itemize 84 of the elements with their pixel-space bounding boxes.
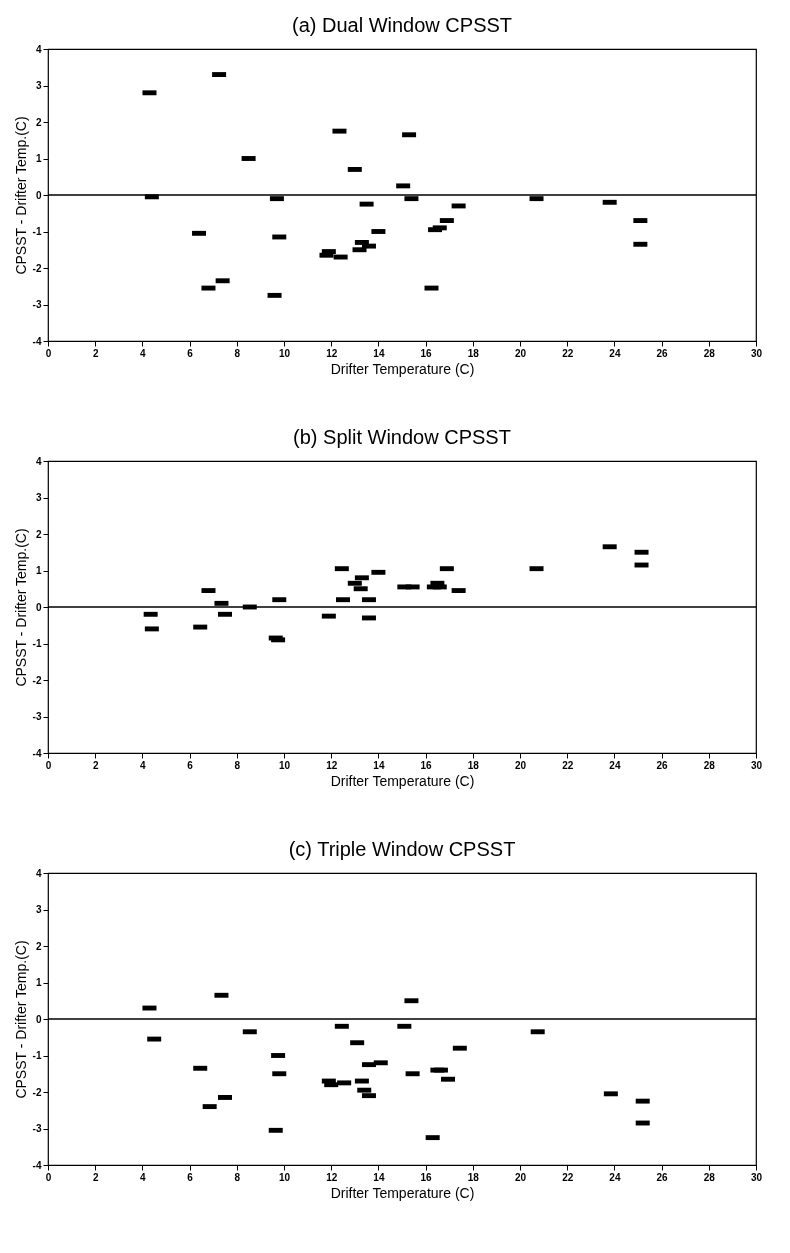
x-tick-label: 8	[234, 759, 241, 771]
x-tick-label: 18	[467, 1171, 480, 1183]
x-axis-title: Drifter Temperature (C)	[330, 360, 475, 377]
y-tick-label: 2	[35, 528, 42, 540]
y-tick-label: -1	[32, 1050, 42, 1061]
y-tick-label: -4	[32, 335, 42, 347]
y-axis-title: CPSST - Drifter Temp.(C)	[12, 116, 29, 275]
x-tick-label: 24	[609, 347, 621, 359]
x-tick-label: 8	[234, 1171, 241, 1183]
x-tick-label: 12	[326, 759, 338, 771]
chart-title: (b) Split Window CPSST	[293, 426, 511, 448]
x-tick-label: 20	[514, 347, 527, 359]
x-axis-title: Drifter Temperature (C)	[330, 1184, 475, 1201]
x-tick-label: 8	[234, 347, 241, 359]
x-tick-label: 20	[514, 1171, 527, 1183]
x-tick-label: 22	[562, 1171, 574, 1183]
x-tick-label: 26	[656, 347, 669, 359]
x-tick-label: 30	[750, 759, 763, 771]
y-axis-title: CPSST - Drifter Temp.(C)	[12, 940, 29, 1099]
x-axis-title: Drifter Temperature (C)	[330, 772, 475, 789]
y-tick-label: -1	[32, 638, 42, 649]
x-tick-label: 10	[278, 347, 291, 359]
x-tick-label: 24	[609, 1171, 621, 1183]
x-tick-label: 12	[326, 347, 338, 359]
x-tick-label: 2	[92, 347, 99, 359]
x-tick-label: 0	[45, 759, 52, 771]
x-tick-label: 16	[420, 1171, 433, 1183]
x-tick-label: 14	[373, 759, 385, 771]
x-tick-label: 6	[187, 759, 194, 771]
x-tick-label: 2	[92, 759, 99, 771]
x-tick-label: 18	[467, 759, 480, 771]
y-tick-label: 1	[35, 153, 42, 164]
x-tick-label: 2	[92, 1171, 99, 1183]
y-tick-label: 0	[35, 601, 42, 613]
x-tick-label: 22	[562, 759, 574, 771]
x-tick-label: 30	[750, 347, 763, 359]
y-tick-label: 3	[35, 80, 42, 91]
y-tick-label: -2	[32, 262, 42, 274]
x-tick-label: 14	[373, 1171, 385, 1183]
x-tick-label: 28	[703, 347, 716, 359]
y-tick-label: 3	[35, 492, 42, 503]
x-tick-label: 26	[656, 759, 669, 771]
x-tick-label: 0	[45, 347, 52, 359]
x-tick-label: 12	[326, 1171, 338, 1183]
x-tick-label: 4	[140, 1171, 147, 1183]
x-tick-label: 16	[420, 347, 433, 359]
y-tick-label: -1	[32, 226, 42, 237]
y-tick-label: -4	[32, 1159, 42, 1171]
y-tick-label: 0	[35, 1013, 42, 1025]
y-tick-label: 0	[35, 189, 42, 201]
x-tick-label: 0	[45, 1171, 52, 1183]
x-tick-label: 26	[656, 1171, 669, 1183]
y-tick-label: 1	[35, 565, 42, 576]
y-tick-label: -2	[32, 674, 42, 686]
y-tick-label: 4	[35, 867, 42, 879]
x-tick-label: 16	[420, 759, 433, 771]
y-tick-label: -4	[32, 747, 42, 759]
x-tick-label: 14	[373, 347, 385, 359]
y-tick-label: 3	[35, 904, 42, 915]
y-tick-label: 1	[35, 977, 42, 988]
y-tick-label: -3	[32, 1123, 42, 1134]
chart-title: (c) Triple Window CPSST	[288, 838, 516, 860]
x-tick-label: 28	[703, 759, 716, 771]
x-tick-label: 10	[278, 1171, 291, 1183]
x-tick-label: 10	[278, 759, 291, 771]
y-tick-label: -3	[32, 711, 42, 722]
x-tick-label: 30	[750, 1171, 763, 1183]
x-tick-label: 20	[514, 759, 527, 771]
y-tick-label: 4	[35, 455, 42, 467]
y-tick-label: 4	[35, 43, 42, 55]
x-tick-label: 6	[187, 347, 194, 359]
y-tick-label: -2	[32, 1086, 42, 1098]
chart-title: (a) Dual Window CPSST	[291, 14, 513, 36]
x-tick-label: 6	[187, 1171, 194, 1183]
x-tick-label: 4	[140, 347, 147, 359]
x-tick-label: 28	[703, 1171, 716, 1183]
x-tick-label: 4	[140, 759, 147, 771]
x-tick-label: 18	[467, 347, 480, 359]
y-tick-label: 2	[35, 116, 42, 128]
y-axis-title: CPSST - Drifter Temp.(C)	[12, 528, 29, 687]
x-tick-label: 22	[562, 347, 574, 359]
y-tick-label: 2	[35, 940, 42, 952]
y-tick-label: -3	[32, 299, 42, 310]
x-tick-label: 24	[609, 759, 621, 771]
